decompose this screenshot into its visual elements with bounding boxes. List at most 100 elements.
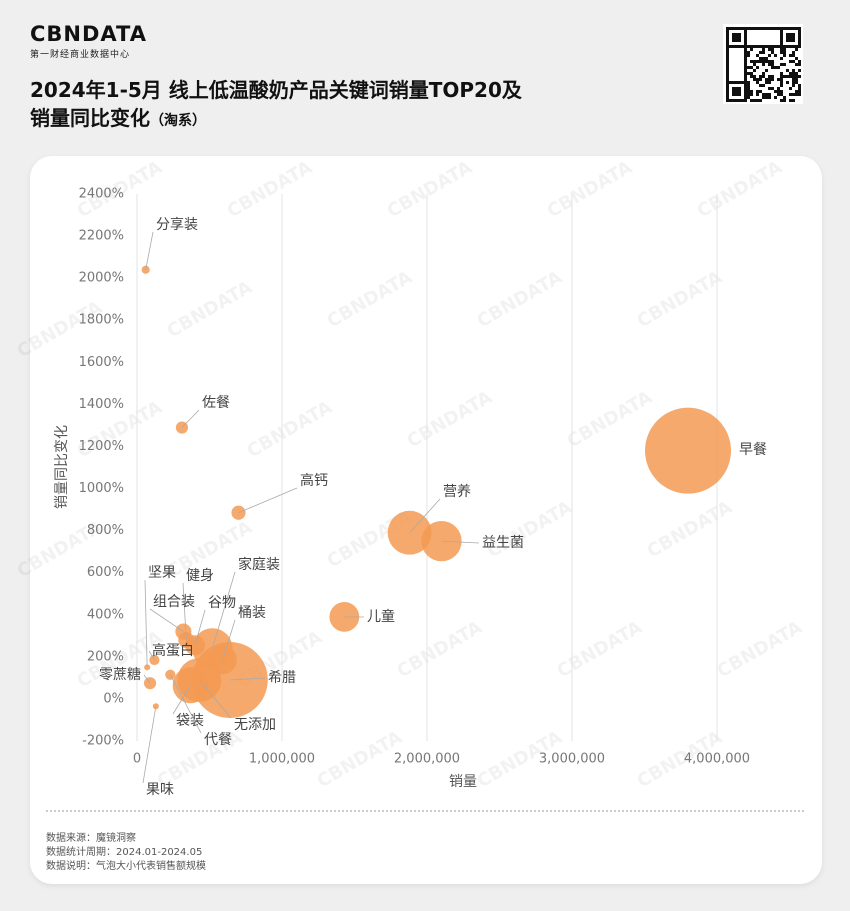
qr-module: [744, 72, 747, 75]
qr-module: [771, 63, 774, 66]
qr-module: [798, 36, 801, 39]
qr-module: [798, 42, 801, 45]
watermark: CBNDATA: [384, 157, 476, 222]
qr-module: [780, 45, 783, 48]
qr-module: [774, 54, 777, 57]
qr-module: [726, 78, 729, 81]
bubble-label: 佐餐: [202, 395, 230, 411]
qr-module: [768, 60, 771, 63]
leader-line: [238, 487, 298, 514]
qr-module: [726, 99, 729, 102]
qr-module: [738, 87, 741, 90]
qr-module: [744, 60, 747, 63]
qr-module: [726, 51, 729, 54]
qr-module: [753, 60, 756, 63]
qr-module: [726, 42, 729, 45]
bubble-label: 早餐: [739, 442, 767, 458]
qr-module: [759, 99, 762, 102]
qr-module: [750, 99, 753, 102]
qr-module: [786, 36, 789, 39]
qr-module: [726, 36, 729, 39]
qr-module: [744, 42, 747, 45]
qr-module: [735, 87, 738, 90]
qr-module: [786, 69, 789, 72]
qr-module: [726, 96, 729, 99]
watermark: CBNDATA: [554, 617, 646, 682]
qr-module: [780, 84, 783, 87]
leader-line: [148, 650, 155, 661]
qr-module: [756, 99, 759, 102]
qr-module: [789, 54, 792, 57]
watermark: CBNDATA: [324, 267, 416, 332]
bubble-label: 代餐: [204, 732, 232, 748]
qr-module: [759, 84, 762, 87]
qr-module: [795, 45, 798, 48]
qr-module: [744, 96, 747, 99]
qr-module: [789, 60, 792, 63]
qr-module: [753, 27, 756, 30]
qr-module: [786, 27, 789, 30]
footnote: 数据说明：气泡大小代表销售额规模: [46, 861, 206, 872]
qr-module: [783, 96, 786, 99]
qr-module: [780, 99, 783, 102]
qr-module: [798, 75, 801, 78]
qr-module: [795, 27, 798, 30]
qr-module: [771, 60, 774, 63]
qr-module: [768, 54, 771, 57]
leader-line: [409, 498, 441, 533]
bubble-label: 益生菌: [482, 535, 524, 551]
qr-module: [777, 93, 780, 96]
qr-module: [762, 57, 765, 60]
qr-module: [798, 45, 801, 48]
qr-module: [735, 39, 738, 42]
qr-module: [747, 72, 750, 75]
qr-module: [789, 87, 792, 90]
qr-module: [765, 81, 768, 84]
bubble-label: 零蔗糖: [99, 667, 141, 683]
title: 2024年1-5月 线上低温酸奶产品关键词销量TOP20及 销量同比变化（淘系）: [30, 76, 522, 135]
qr-module: [798, 33, 801, 36]
qr-module: [756, 90, 759, 93]
qr-module: [798, 39, 801, 42]
qr-module: [792, 60, 795, 63]
qr-module: [780, 27, 783, 30]
qr-module: [792, 51, 795, 54]
qr-module: [783, 48, 786, 51]
qr-module: [759, 78, 762, 81]
leader-line: [181, 409, 200, 428]
qr-module: [783, 99, 786, 102]
qr-module: [792, 78, 795, 81]
qr-module: [780, 93, 783, 96]
bubble-label: 分享装: [156, 216, 198, 233]
watermark: CBNDATA: [404, 387, 496, 452]
qr-module: [795, 48, 798, 51]
qr-module: [744, 33, 747, 36]
qr-module: [780, 90, 783, 93]
qr-module: [789, 27, 792, 30]
qr-module: [798, 27, 801, 30]
qr-module: [756, 93, 759, 96]
qr-module: [747, 93, 750, 96]
footnote: 数据来源：魔镜洞察: [46, 833, 136, 844]
qr-module: [726, 39, 729, 42]
qr-module: [771, 51, 774, 54]
qr-module: [744, 39, 747, 42]
qr-module: [732, 87, 735, 90]
leader-line: [149, 608, 184, 632]
qr-module: [789, 75, 792, 78]
qr-module: [738, 33, 741, 36]
qr-module: [744, 48, 747, 51]
qr-module: [726, 27, 729, 30]
qr-module: [732, 27, 735, 30]
watermark: CBNDATA: [564, 387, 656, 452]
qr-module: [750, 27, 753, 30]
qr-module: [783, 45, 786, 48]
title-line: 销量同比变化: [30, 106, 150, 130]
qr-module: [765, 57, 768, 60]
qr-module: [777, 45, 780, 48]
qr-module: [744, 78, 747, 81]
qr-module: [750, 75, 753, 78]
qr-module: [777, 87, 780, 90]
leader-line: [172, 685, 191, 715]
